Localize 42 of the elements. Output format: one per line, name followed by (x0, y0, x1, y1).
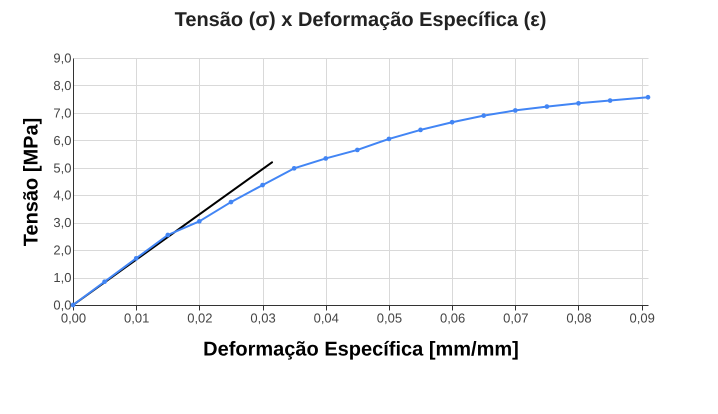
x-axis-title: Deformação Específica [mm/mm] (203, 338, 519, 360)
point (354, 148, 360, 152)
y-tick-label: 6,0 (53, 132, 72, 148)
point (102, 279, 107, 284)
point (646, 94, 650, 100)
x-tick-label: 0,02 (187, 310, 213, 326)
x-tick-label: 0,04 (314, 310, 339, 326)
point (418, 128, 423, 132)
chart-title: Tensão (σ) x Deformação Específica (ε) (174, 9, 546, 31)
point (544, 104, 550, 109)
y-tick-label: 3,0 (53, 215, 72, 230)
point (608, 98, 612, 103)
y-tick-label: 0,0 (53, 298, 72, 312)
x-tick-label: 0,01 (124, 310, 150, 326)
point (165, 232, 170, 238)
y-tick-label: 2,0 (53, 242, 72, 258)
point (134, 256, 139, 261)
x-tick-label: 0,07 (503, 310, 528, 326)
y-tick-label: 4,0 (53, 188, 72, 203)
y-tick-label: 7,0 (53, 105, 72, 120)
point (197, 218, 202, 224)
point (260, 182, 265, 188)
point (481, 113, 486, 118)
point (576, 100, 581, 106)
y-tick-label: 8,0 (53, 78, 72, 93)
y-tick-label: 9,0 (53, 50, 72, 66)
point (512, 108, 518, 113)
point (450, 120, 454, 125)
x-tick-label: 0,08 (566, 310, 592, 326)
x-tick-label: 0,09 (630, 310, 655, 326)
point (70, 302, 76, 308)
point (292, 166, 296, 171)
x-tick-label: 0,06 (440, 310, 466, 326)
x-tick-label: 0,03 (250, 310, 276, 326)
y-tick-label: 1,0 (53, 270, 72, 286)
point (323, 156, 328, 161)
x-tick-label: 0,00 (60, 310, 86, 326)
y-tick-label: 5,0 (53, 160, 72, 176)
point (228, 200, 234, 204)
point (386, 136, 392, 142)
y-axis-title: Tensão [MPa] (20, 118, 42, 246)
x-tick-label: 0,05 (376, 310, 402, 326)
